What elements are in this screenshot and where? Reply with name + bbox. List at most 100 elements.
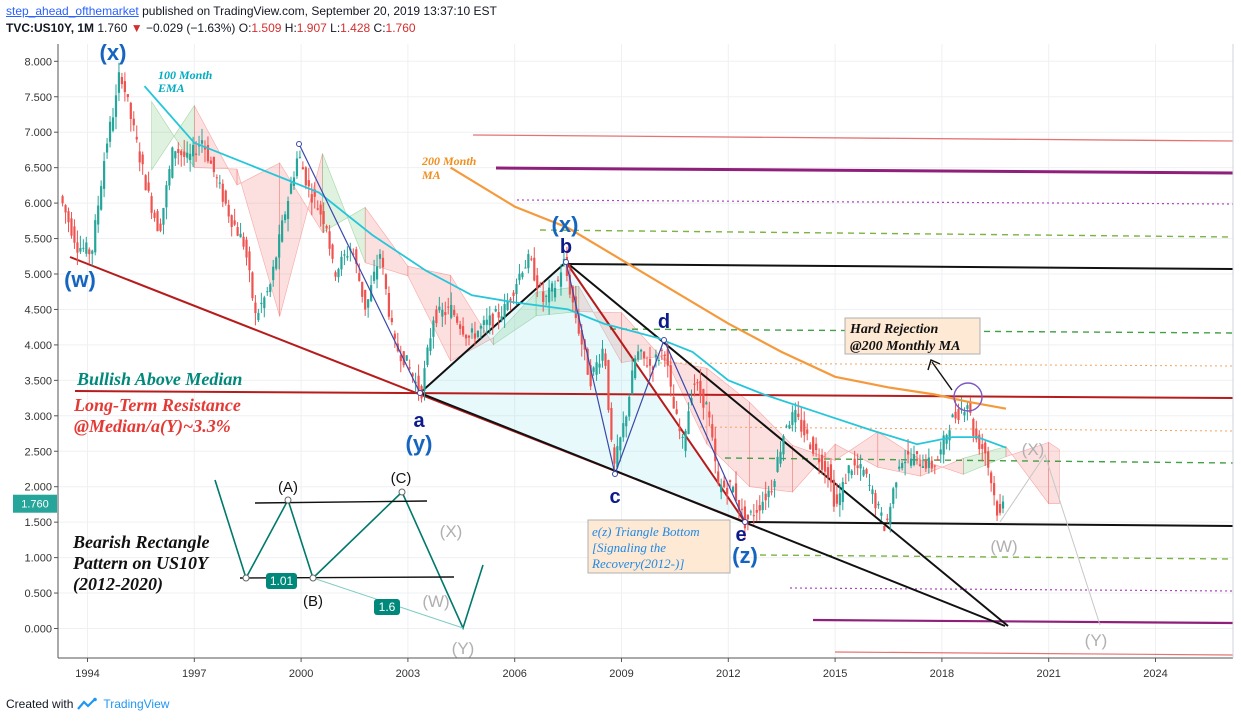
triangle-lower-line (419, 392, 1006, 627)
triangle-top-line (565, 263, 1234, 270)
candle-up (889, 506, 892, 525)
y-tick-label: 6.000 (24, 198, 52, 210)
candle-down (417, 375, 420, 393)
last-price-badge (13, 494, 57, 513)
candle-up (281, 220, 284, 242)
candle-down (675, 409, 678, 414)
author-link[interactable]: step_ahead_ofthemarket (6, 4, 139, 18)
candle-up (639, 349, 643, 352)
candle-down (325, 226, 328, 229)
last-price-label: 1.760 (21, 499, 49, 511)
bottom-red-line (834, 651, 1234, 656)
candle-down (981, 444, 984, 449)
candle-down (447, 306, 450, 308)
candle-up (117, 72, 121, 93)
candle-down (918, 464, 922, 466)
candle-down (826, 467, 830, 478)
candle-down (998, 503, 1002, 513)
candle-up (749, 511, 752, 513)
candle-up (622, 423, 625, 438)
candle-down (817, 458, 821, 463)
candle-up (521, 272, 524, 278)
candle-up (553, 287, 557, 298)
purple-resistance-line (495, 166, 1234, 175)
x-tick-label: 2003 (396, 668, 420, 680)
candle-down (752, 515, 755, 517)
candle-up (171, 147, 174, 178)
candle-down (177, 149, 180, 154)
candle-up (372, 271, 376, 281)
candle-down (464, 335, 468, 339)
candle-down (70, 218, 73, 236)
wave-line-x-a (298, 143, 421, 394)
candle-up (263, 297, 266, 309)
candle-down (408, 367, 411, 369)
candle-down (743, 506, 747, 529)
candle-down (746, 514, 749, 520)
candle-up (108, 121, 112, 142)
median-resistance-line (74, 390, 1234, 399)
candle-up (189, 153, 192, 161)
y-tick-label: 5.000 (24, 269, 52, 281)
candle-down (586, 349, 589, 375)
candle-down (580, 330, 583, 345)
candle-down (156, 211, 159, 232)
candle-down (764, 493, 767, 501)
candle-up (295, 158, 299, 177)
candle-up (289, 183, 293, 194)
candle-down (322, 211, 325, 225)
x-tick-label: 2021 (1036, 668, 1060, 680)
candle-down (613, 447, 616, 464)
ma-label-line1: 200 Month (421, 154, 477, 168)
grey-label-x: (X) (1022, 440, 1045, 459)
candle-down (642, 351, 646, 359)
green-dashed-line-4 (759, 554, 1234, 560)
candle-down (120, 76, 124, 85)
candle-down (355, 249, 358, 264)
candle-up (788, 424, 791, 429)
candle-up (720, 485, 723, 493)
candle-down (723, 480, 726, 488)
wave-label-a: a (413, 410, 425, 432)
cloud-bearish (578, 285, 622, 364)
published-text: published on TradingView.com, September … (142, 4, 497, 18)
y-tick-label: 1.500 (24, 517, 52, 529)
triangle-note-box (587, 519, 731, 574)
candle-up (945, 435, 948, 444)
candle-up (966, 405, 969, 409)
candle-down (242, 236, 245, 247)
rectangle-label-line2: Pattern on US10Y (72, 553, 210, 573)
resistance-label-line2: @Median/a(Y)~3.3% (74, 416, 231, 437)
candle-down (978, 434, 981, 450)
candle-up (545, 295, 548, 297)
open-label: O: (238, 21, 252, 35)
symbol-name[interactable]: TVC:US10Y, 1M (6, 21, 95, 35)
candle-down (660, 349, 663, 351)
moving-averages (143, 85, 1007, 449)
candle-up (657, 360, 660, 362)
triangle-note-line1: e(z) Triangle Bottom (592, 524, 700, 539)
candle-down (672, 396, 675, 409)
candle-up (79, 247, 82, 252)
rejection-arrow (931, 361, 953, 391)
triangle-base-line (744, 521, 1234, 527)
candle-down (972, 419, 975, 436)
candle-up (441, 309, 444, 317)
candle-up (503, 304, 506, 318)
candle-up (470, 328, 474, 333)
candle-up (1001, 501, 1005, 509)
candle-down (984, 442, 987, 454)
candle-up (625, 416, 628, 427)
tradingview-brand[interactable]: TradingView (103, 697, 170, 711)
wave-point-marker (417, 390, 423, 396)
bullish-median-label: Bullish Above Median (76, 369, 242, 389)
candle-up (485, 319, 488, 325)
candle-down (497, 312, 500, 318)
candle-up (637, 351, 640, 360)
candle-up (880, 512, 883, 516)
wave-line-b-c-d-e (565, 261, 746, 523)
candle-up (634, 358, 637, 379)
wave-label-z: (z) (732, 543, 758, 568)
candle-up (438, 306, 441, 311)
